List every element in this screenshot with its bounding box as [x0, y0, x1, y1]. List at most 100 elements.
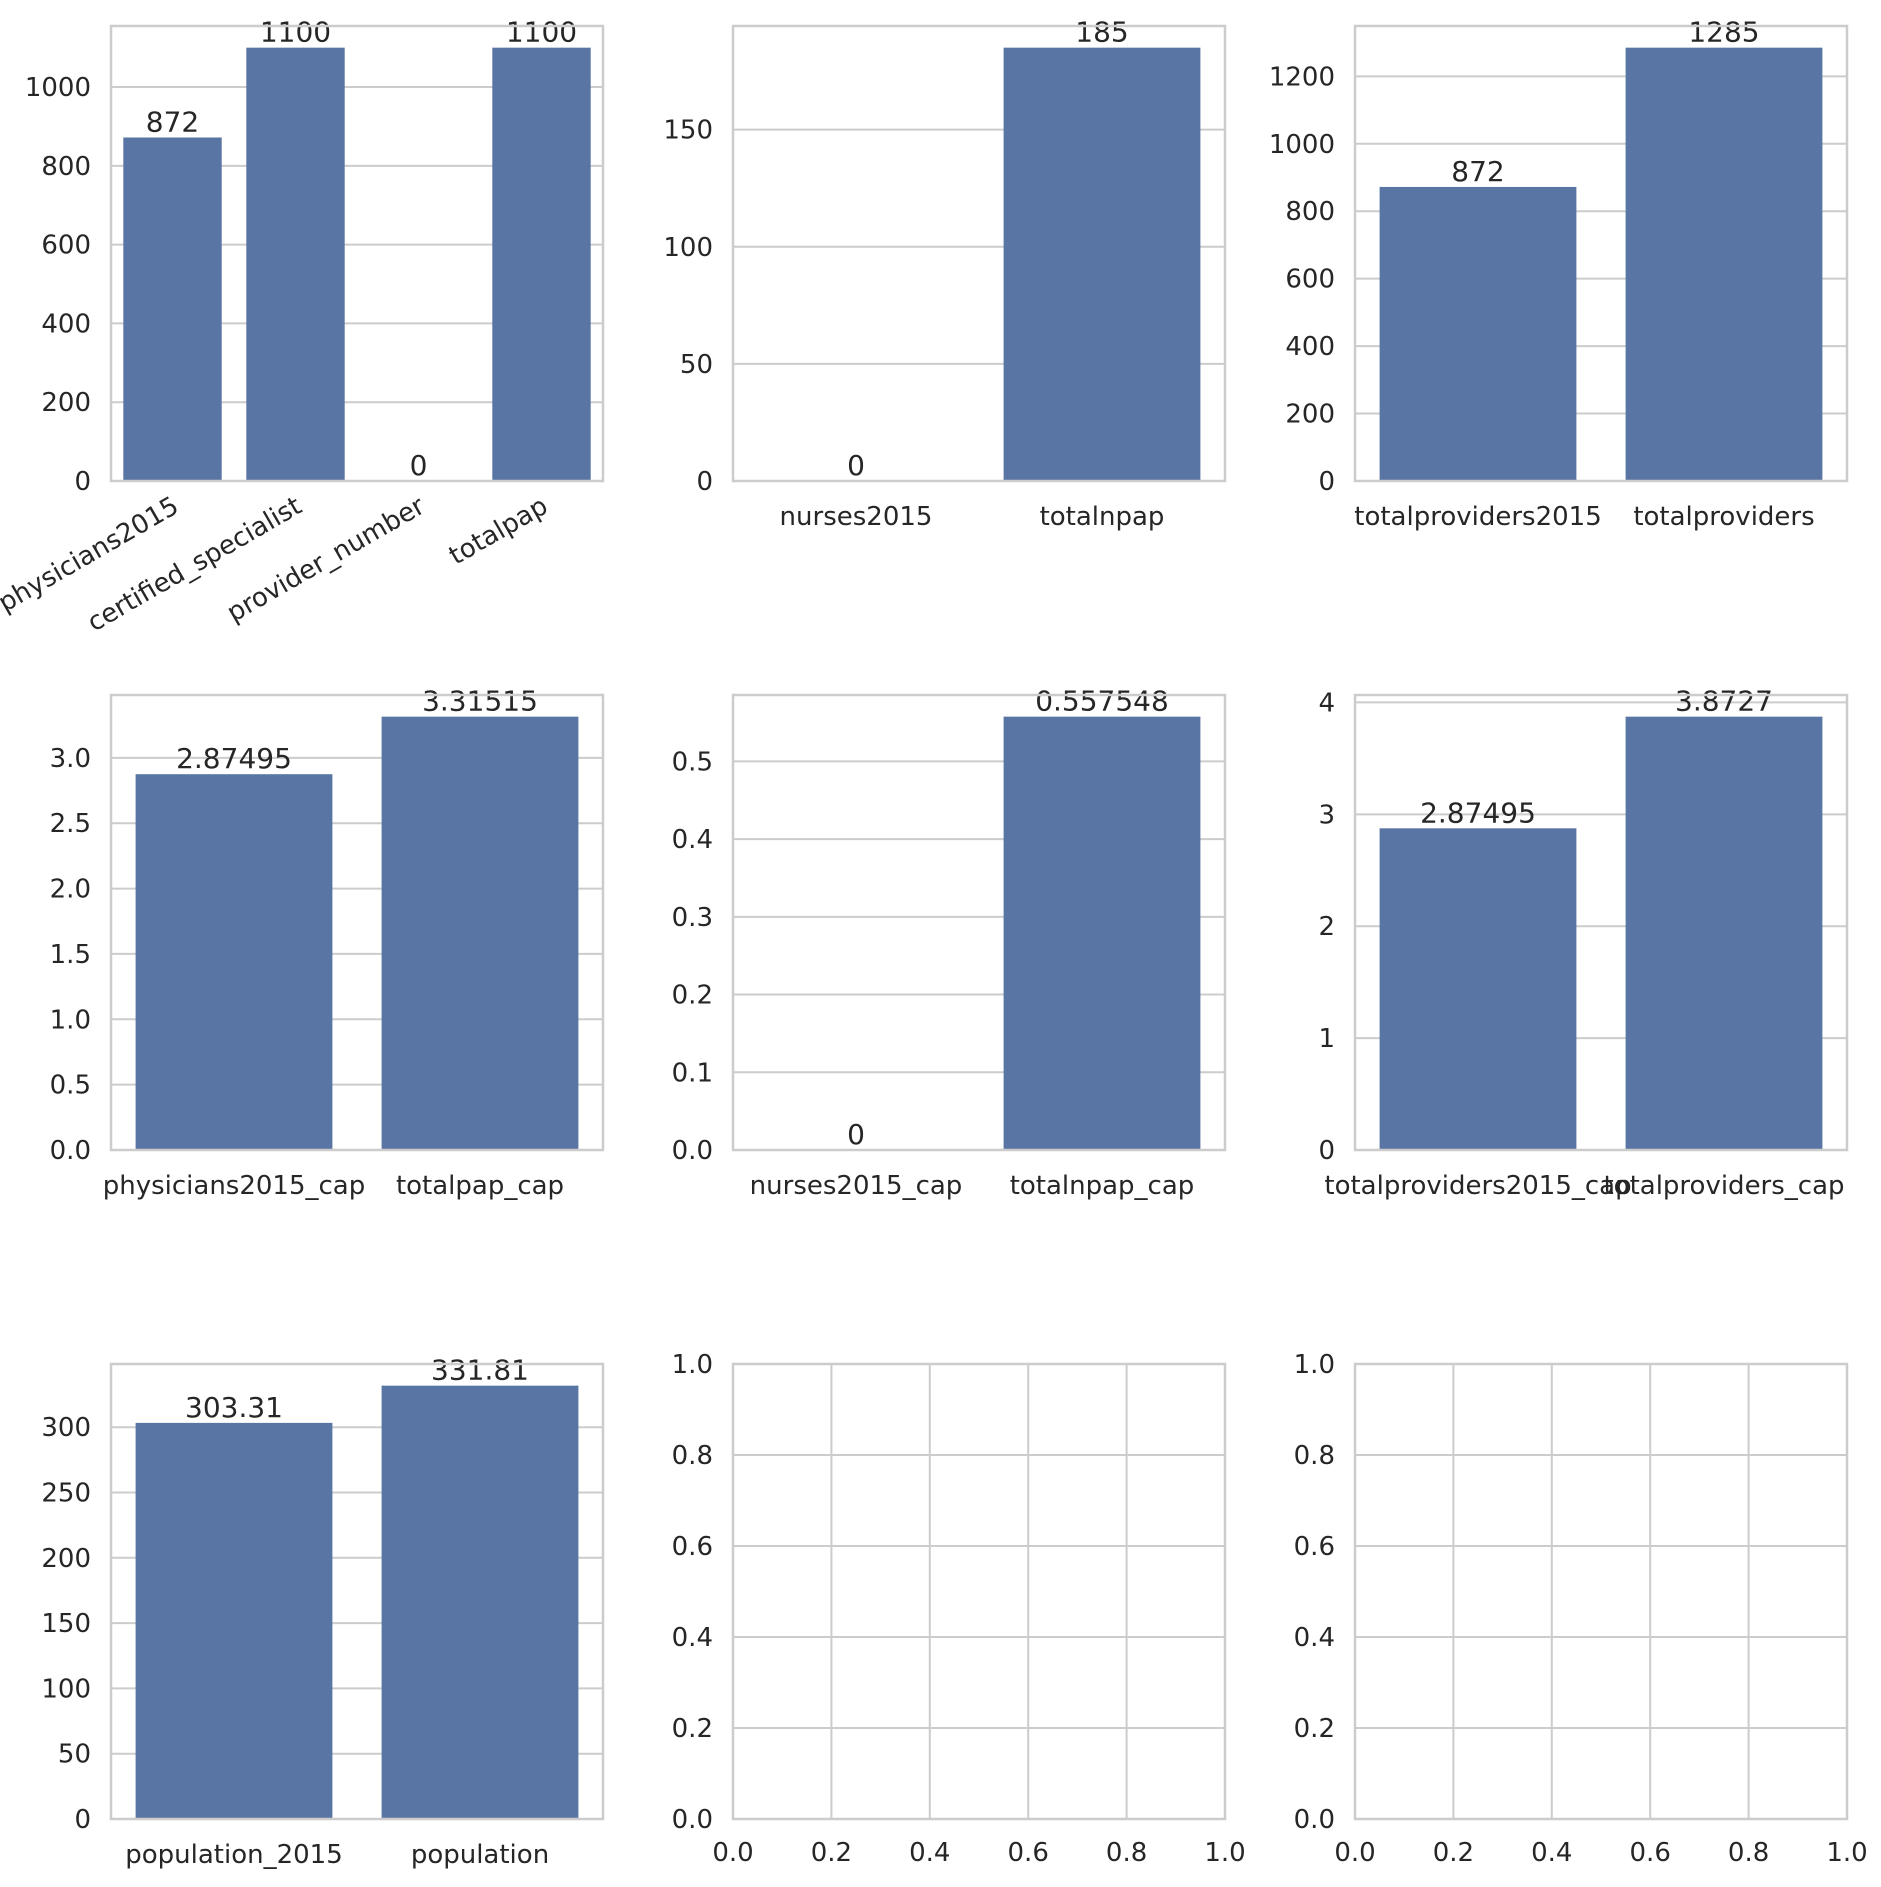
subplot-2: 0 50 100 150 0 nurses2015 185 totalnpap: [663, 16, 1227, 532]
y-tick-label: 100: [663, 233, 713, 263]
bar-value-label: 0: [847, 449, 865, 482]
bar: [135, 1422, 333, 1819]
y-tick-label: 150: [41, 1609, 91, 1639]
bar-value-label: 331.81: [431, 1354, 529, 1387]
y-tick-label: 1000: [25, 73, 91, 103]
y-tick-label: 1.0: [1294, 1350, 1335, 1380]
bar-value-label: 0.557548: [1035, 685, 1169, 718]
x-tick-label: 0.4: [909, 1838, 950, 1868]
y-tick-label: 0.1: [672, 1058, 713, 1088]
bar-value-label: 2.87495: [1420, 796, 1536, 829]
x-tick-label: 0.0: [1334, 1838, 1375, 1868]
y-tick-label: 0.4: [672, 825, 713, 855]
y-tick-label: 0.4: [672, 1623, 713, 1653]
y-tick-label: 2.5: [50, 809, 91, 839]
bar-value-label: 2.87495: [176, 742, 292, 775]
y-tick-label: 300: [41, 1413, 91, 1443]
axes-frame: [109, 693, 605, 1152]
bar: [381, 1385, 579, 1819]
axes-frame: [731, 24, 1227, 483]
bar-value-label: 1100: [506, 16, 577, 49]
y-tick-label: 0: [1318, 1136, 1335, 1166]
x-tick-label: 0.4: [1531, 1838, 1572, 1868]
y-tick-label: 0.0: [672, 1805, 713, 1835]
y-tick-label: 0.3: [672, 903, 713, 933]
x-tick-label: 1.0: [1826, 1838, 1867, 1868]
bar: [1625, 47, 1823, 482]
y-tick-label: 200: [41, 388, 91, 418]
x-tick-label: 1.0: [1204, 1838, 1245, 1868]
y-tick-label: 0.4: [1294, 1623, 1335, 1653]
x-tick-label: totalproviders2015_cap: [1324, 1171, 1631, 1201]
y-tick-label: 2.0: [50, 875, 91, 905]
y-tick-label: 1000: [1269, 130, 1335, 160]
x-tick-label: totalproviders_cap: [1603, 1171, 1844, 1201]
y-tick-label: 200: [1285, 400, 1335, 430]
subplot-8: 0.0 0.2 0.4 0.6 0.8 1.0 0.0 0.2 0.4 0.6 0.8 1.0: [672, 1350, 1246, 1868]
bar-value-label: 0: [847, 1118, 865, 1151]
y-tick-label: 1200: [1269, 62, 1335, 92]
y-tick-label: 50: [680, 350, 713, 380]
x-tick-label: population_2015: [125, 1840, 343, 1870]
axes-frame: [109, 24, 605, 483]
y-tick-label: 2: [1318, 912, 1335, 942]
y-tick-label: 600: [41, 231, 91, 261]
x-tick-label: 0.2: [1433, 1838, 1474, 1868]
axes-frame: [731, 693, 1227, 1152]
bar-value-label: 185: [1075, 16, 1128, 49]
y-tick-label: 0.2: [672, 981, 713, 1011]
y-tick-label: 400: [41, 309, 91, 339]
y-tick-label: 0: [1318, 467, 1335, 497]
y-tick-label: 1.5: [50, 940, 91, 970]
subplot-7: 0 50 100 150 200 250 300 303.31 population_2015 3…: [41, 1354, 605, 1870]
y-tick-label: 0.2: [672, 1714, 713, 1744]
x-tick-label: nurses2015: [780, 502, 933, 532]
y-tick-label: 600: [1285, 265, 1335, 295]
axes-frame: [1353, 693, 1849, 1152]
subplot-6: 0 1 2 3 4 2.87495 totalproviders2015_cap 3.8727…: [1318, 685, 1849, 1201]
subplot-3: 0 200 400 600 800 1000 1200 872 totalproviders20…: [1269, 16, 1849, 532]
bar: [381, 716, 579, 1150]
bar: [1003, 716, 1201, 1150]
x-tick-label: totalnpap_cap: [1010, 1171, 1195, 1201]
bar-value-label: 0: [410, 449, 428, 482]
axes-frame: [1353, 24, 1849, 483]
x-tick-label: totalproviders: [1633, 502, 1814, 532]
y-tick-label: 4: [1318, 688, 1335, 718]
x-tick-label: 0.8: [1106, 1838, 1147, 1868]
bar: [492, 47, 591, 482]
bar-value-label: 872: [146, 105, 199, 138]
y-tick-label: 0.0: [1294, 1805, 1335, 1835]
y-tick-label: 1: [1318, 1024, 1335, 1054]
bar: [1379, 186, 1577, 481]
y-tick-label: 0: [74, 1805, 91, 1835]
x-tick-label: population: [411, 1840, 549, 1870]
bar-value-label: 3.8727: [1675, 685, 1773, 718]
axes-frame: [731, 1362, 1227, 1821]
x-tick-label: nurses2015_cap: [750, 1171, 963, 1201]
y-tick-label: 800: [1285, 197, 1335, 227]
y-tick-label: 1.0: [672, 1350, 713, 1380]
bar-value-label: 872: [1451, 155, 1504, 188]
y-tick-label: 0.0: [672, 1136, 713, 1166]
subplot-5: 0.0 0.1 0.2 0.3 0.4 0.5 0 nurses2015_cap 0.55754…: [672, 685, 1227, 1201]
bar: [246, 47, 345, 482]
bar: [1003, 47, 1201, 482]
axes-frame: [109, 1362, 605, 1821]
x-tick-label: totalnpap: [1040, 502, 1165, 532]
y-tick-label: 0.6: [1294, 1532, 1335, 1562]
y-tick-label: 100: [41, 1674, 91, 1704]
x-tick-label: totalpap_cap: [396, 1171, 564, 1201]
y-tick-label: 0.8: [672, 1441, 713, 1471]
y-tick-label: 0.5: [50, 1071, 91, 1101]
y-tick-label: 0.6: [672, 1532, 713, 1562]
y-tick-label: 400: [1285, 332, 1335, 362]
y-tick-label: 150: [663, 116, 713, 146]
y-tick-label: 200: [41, 1544, 91, 1574]
x-tick-label: physicians2015_cap: [103, 1171, 366, 1201]
bar-value-label: 3.31515: [422, 685, 538, 718]
bar: [123, 137, 222, 481]
y-tick-label: 0: [696, 467, 713, 497]
bar-value-label: 1285: [1688, 16, 1759, 49]
